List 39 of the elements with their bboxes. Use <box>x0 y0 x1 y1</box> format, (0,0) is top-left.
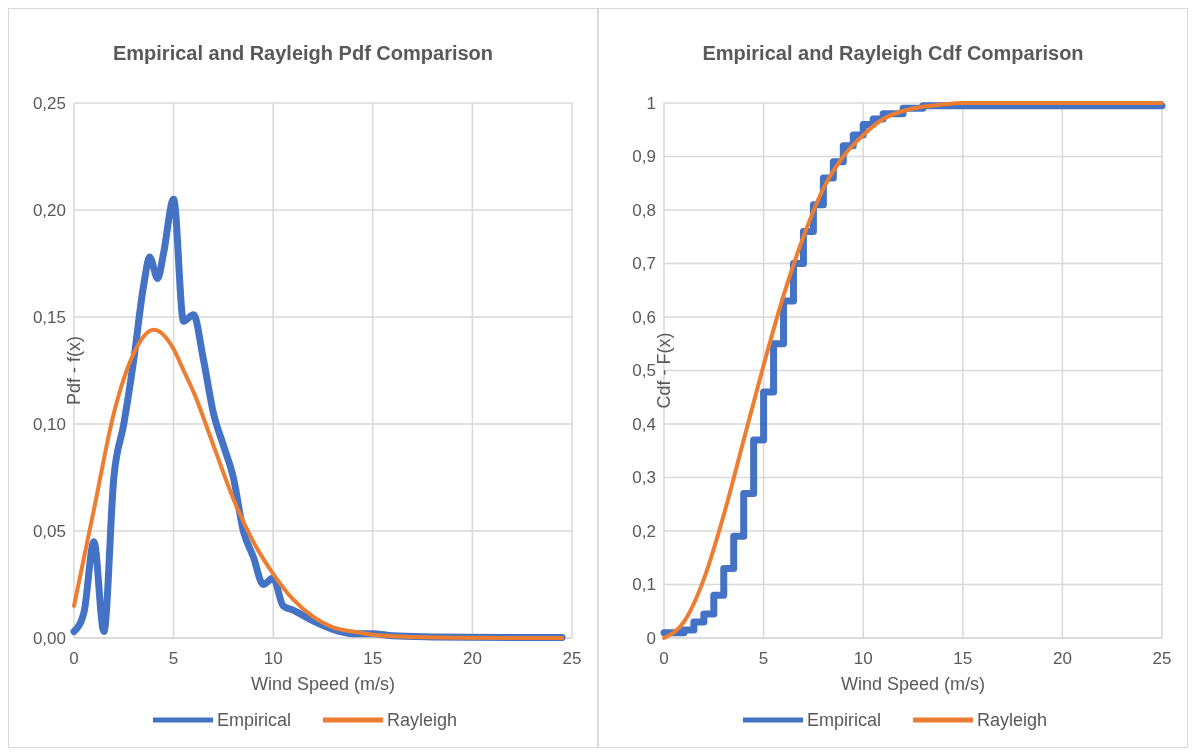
x-tick-label: 20 <box>462 649 482 668</box>
x-tick-label: 0 <box>659 649 669 668</box>
y-tick-label: 0,5 <box>632 361 656 381</box>
y-axis-title: Pdf - f(x) <box>64 335 84 406</box>
x-tick-label: 0 <box>69 649 79 668</box>
y-tick-label: 0,3 <box>632 468 656 488</box>
y-tick-label: 0,6 <box>632 307 656 327</box>
x-tick-label: 10 <box>263 649 283 668</box>
legend-label: Empirical <box>217 710 292 730</box>
x-tick-label: 25 <box>562 649 582 668</box>
y-tick-label: 0,20 <box>32 200 66 220</box>
x-tick-label: 20 <box>1052 649 1072 668</box>
y-tick-label: 0,00 <box>32 628 66 648</box>
x-tick-label: 25 <box>1152 649 1172 668</box>
y-tick-label: 1 <box>646 93 656 113</box>
legend-label: Rayleigh <box>387 710 458 730</box>
y-tick-label: 0,10 <box>32 414 66 434</box>
y-tick-label: 0,4 <box>632 414 656 434</box>
y-tick-label: 0,15 <box>32 307 66 327</box>
legend-label: Empirical <box>807 710 882 730</box>
y-tick-label: 0,9 <box>632 147 656 167</box>
x-tick-label: 15 <box>363 649 383 668</box>
x-axis-title: Wind Speed (m/s) <box>840 674 986 694</box>
y-tick-label: 0,8 <box>632 200 656 220</box>
x-tick-label: 5 <box>758 649 769 668</box>
x-tick-label: 10 <box>853 649 873 668</box>
y-tick-label: 0,05 <box>32 521 66 541</box>
legend-label: Rayleigh <box>977 710 1048 730</box>
x-axis-title: Wind Speed (m/s) <box>250 674 396 694</box>
y-tick-label: 0,25 <box>32 93 66 113</box>
y-tick-label: 0 <box>646 628 656 648</box>
y-tick-label: 0,1 <box>632 575 656 595</box>
x-tick-label: 5 <box>168 649 179 668</box>
x-tick-label: 15 <box>953 649 973 668</box>
y-tick-label: 0,2 <box>632 521 656 541</box>
chart-title: Empirical and Rayleigh Cdf Comparison <box>702 42 1084 64</box>
y-axis-title: Cdf - F(x) <box>654 332 674 409</box>
y-tick-label: 0,7 <box>632 254 656 274</box>
chart-title: Empirical and Rayleigh Pdf Comparison <box>112 42 494 64</box>
